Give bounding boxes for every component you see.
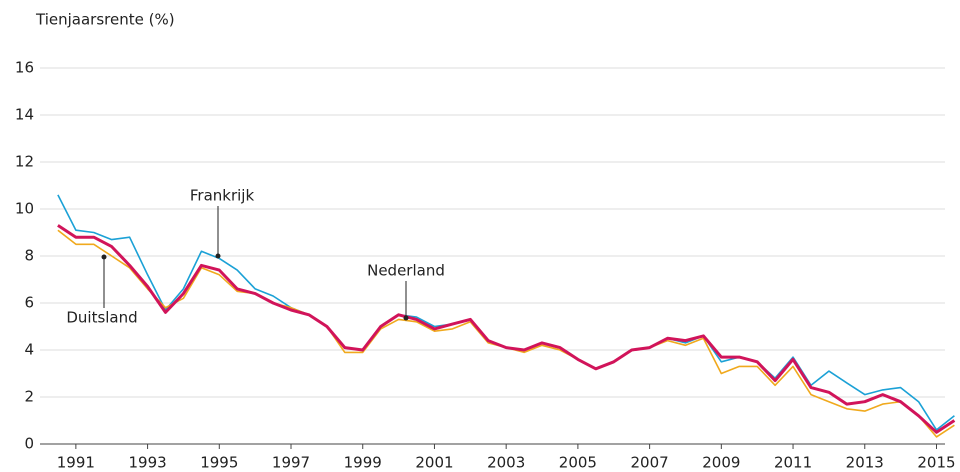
y-tick-label: 16 [15,59,34,77]
x-tick-label: 2011 [774,454,812,472]
x-tick-label: 1999 [344,454,382,472]
leader-dot [101,254,107,260]
y-axis-label: Tienjaarsrente (%) [35,11,175,29]
y-tick-label: 2 [24,388,34,406]
x-tick-label: 2007 [631,454,669,472]
y-tick-label: 10 [15,200,34,218]
x-tick-label: 2013 [846,454,884,472]
series-label: Nederland [367,262,445,280]
leader-dot [403,315,409,321]
x-tick-label: 2001 [415,454,453,472]
x-tick-label: 1991 [57,454,95,472]
x-tick-label: 2003 [487,454,525,472]
series-label: Frankrijk [190,187,255,205]
y-tick-label: 14 [15,106,34,124]
line-series [57,194,955,431]
x-tick-label: 2015 [917,454,955,472]
y-tick-label: 4 [24,341,34,359]
x-tick-label: 1995 [200,454,238,472]
line-series [57,229,955,438]
leader-dot [215,253,221,259]
x-tick-label: 1993 [128,454,166,472]
x-tick-label: 2009 [702,454,740,472]
series-label: Duitsland [66,309,137,327]
y-tick-label: 6 [24,294,34,312]
x-tick-label: 1997 [272,454,310,472]
x-tick-label: 2005 [559,454,597,472]
y-tick-label: 0 [24,435,34,453]
y-tick-label: 8 [24,247,34,265]
line-series [57,224,956,434]
y-tick-label: 12 [15,153,34,171]
